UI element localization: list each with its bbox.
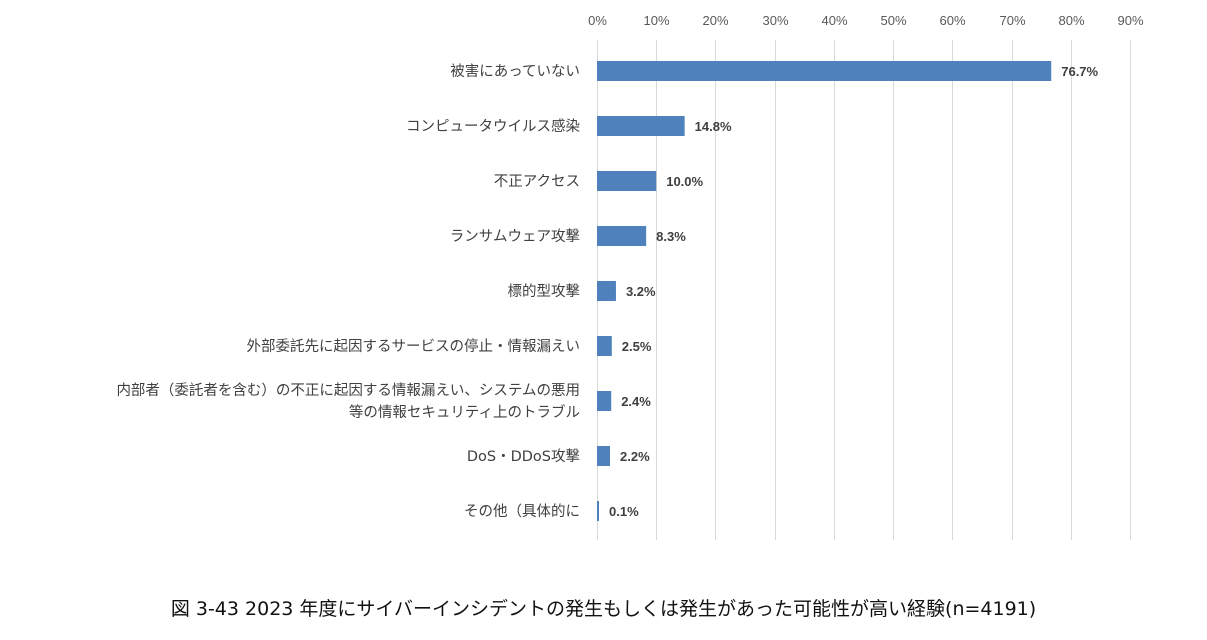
x-tick-label: 0% xyxy=(588,13,607,28)
x-tick-label: 60% xyxy=(939,13,965,28)
category-label: 内部者（委託者を含む）の不正に起因する情報漏えい、システムの悪用等の情報セキュリ… xyxy=(116,382,580,421)
category-label: 被害にあっていない xyxy=(450,63,580,80)
gridlines xyxy=(597,40,1131,540)
bar-chart: 0% 10% 20% 30% 40% 50% 60% 70% 80% 90% 被害にあっていないコ… xyxy=(116,13,1144,540)
value-label: 76.7% xyxy=(1061,64,1098,79)
value-label: 10.0% xyxy=(666,174,703,189)
x-tick-label: 10% xyxy=(643,13,669,28)
category-label: DoS・DDoS攻撃 xyxy=(467,448,580,465)
bar xyxy=(597,391,612,411)
category-label: コンピュータウイルス感染 xyxy=(406,118,580,135)
x-tick-label: 50% xyxy=(880,13,906,28)
category-label: ランサムウェア攻撃 xyxy=(450,228,580,245)
chart-svg: 0% 10% 20% 30% 40% 50% 60% 70% 80% 90% 被害にあっていないコ… xyxy=(116,13,1144,540)
category-labels: 被害にあっていないコンピュータウイルス感染不正アクセスランサムウェア攻撃標的型攻… xyxy=(116,63,580,520)
bar xyxy=(597,171,657,191)
category-label: その他（具体的に xyxy=(464,503,580,520)
value-label: 0.1% xyxy=(609,504,639,519)
bar xyxy=(597,61,1052,81)
value-label: 2.2% xyxy=(620,449,650,464)
bar xyxy=(597,281,616,301)
value-label: 8.3% xyxy=(656,229,686,244)
x-tick-label: 40% xyxy=(821,13,847,28)
value-label: 2.5% xyxy=(622,339,652,354)
x-tick-label: 80% xyxy=(1058,13,1084,28)
category-label: 標的型攻撃 xyxy=(508,283,581,300)
bar xyxy=(597,501,599,521)
category-label: 不正アクセス xyxy=(494,173,580,190)
bar xyxy=(597,446,611,466)
bar xyxy=(597,226,647,246)
x-axis-ticks: 0% 10% 20% 30% 40% 50% 60% 70% 80% 90% xyxy=(588,13,1144,28)
x-tick-label: 20% xyxy=(702,13,728,28)
category-label: 外部委託先に起因するサービスの停止・情報漏えい xyxy=(247,338,581,355)
value-labels: 76.7% 14.8% 10.0% 8.3% 3.2% 2.5% 2.4% 2.2% 0.1% xyxy=(609,64,1099,519)
value-label: 14.8% xyxy=(695,119,732,134)
bar xyxy=(597,336,612,356)
bar xyxy=(597,116,685,136)
figure-caption: 図 3-43 2023 年度にサイバーインシデントの発生もしくは発生があった可能… xyxy=(170,598,1037,620)
x-tick-label: 70% xyxy=(999,13,1025,28)
x-tick-label: 90% xyxy=(1117,13,1143,28)
x-tick-label: 30% xyxy=(762,13,788,28)
value-label: 3.2% xyxy=(626,284,656,299)
bars xyxy=(597,61,1052,521)
value-label: 2.4% xyxy=(621,394,651,409)
